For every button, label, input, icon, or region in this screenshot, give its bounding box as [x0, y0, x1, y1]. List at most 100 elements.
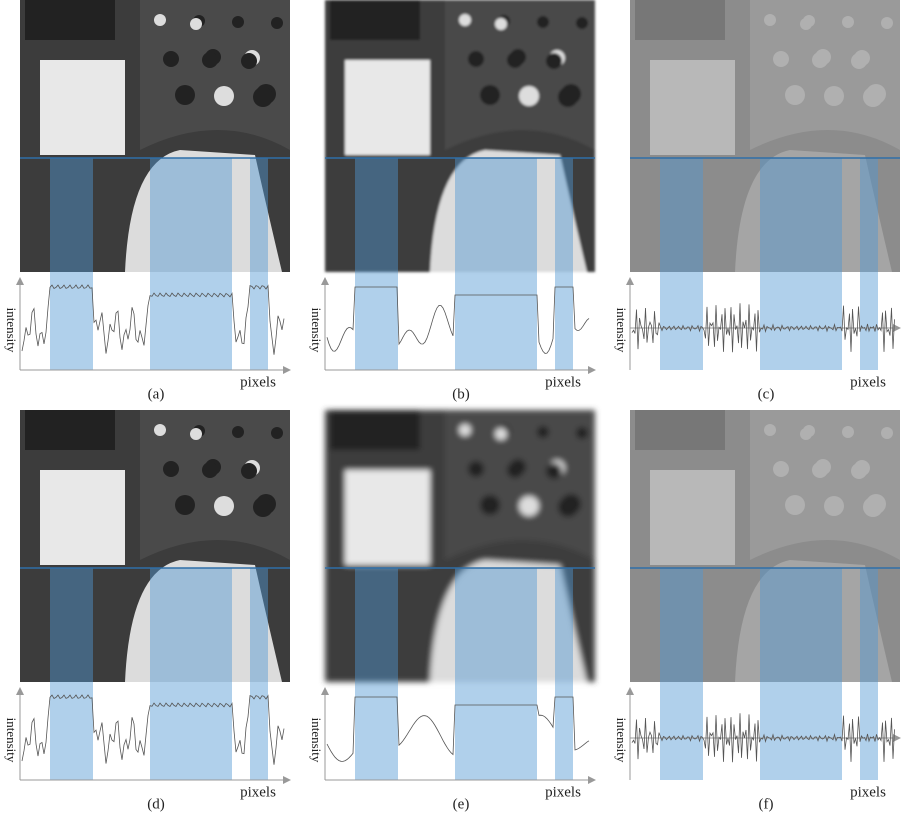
- beach: [430, 560, 587, 682]
- building: [635, 0, 725, 40]
- aerial-image: [630, 0, 900, 272]
- panel-label: (b): [452, 386, 470, 402]
- building: [635, 410, 725, 450]
- panel-label: (a): [148, 386, 165, 402]
- building: [650, 60, 735, 155]
- tree: [537, 426, 549, 438]
- tree: [480, 495, 500, 515]
- tree: [271, 17, 283, 29]
- intensity-profile: [326, 286, 590, 354]
- beach: [735, 150, 892, 272]
- highlight-band: [50, 568, 93, 780]
- building: [330, 0, 420, 40]
- tree: [537, 16, 549, 28]
- building: [650, 470, 735, 565]
- tree: [764, 424, 776, 436]
- tree: [576, 427, 588, 439]
- y-axis-label: intensity: [614, 308, 629, 353]
- intensity-profile: [21, 284, 285, 355]
- tree: [824, 86, 844, 106]
- tree: [202, 52, 218, 68]
- tree: [881, 427, 893, 439]
- tree: [175, 495, 195, 515]
- panel-label: (e): [453, 796, 470, 812]
- grass-area: [445, 410, 595, 560]
- intensity-profile: [631, 713, 895, 763]
- panel: intensity pixels (f): [614, 410, 901, 812]
- x-axis-label: pixels: [240, 374, 276, 390]
- building: [345, 470, 430, 565]
- highlight-band: [250, 568, 268, 780]
- highlight-band: [760, 158, 842, 370]
- building: [330, 410, 420, 450]
- building: [40, 60, 125, 155]
- tree: [851, 463, 867, 479]
- x-axis-label: pixels: [850, 784, 886, 800]
- highlight-band: [150, 568, 232, 780]
- tree: [863, 497, 883, 517]
- tree: [190, 428, 202, 440]
- tree: [232, 426, 244, 438]
- highlight-band: [355, 158, 398, 370]
- tree: [163, 51, 179, 67]
- tree: [546, 53, 562, 69]
- tree: [154, 14, 166, 26]
- highlight-band: [860, 158, 878, 370]
- tree: [214, 86, 234, 106]
- tree: [507, 462, 523, 478]
- beach: [430, 150, 587, 272]
- x-axis-label: pixels: [545, 374, 581, 390]
- tree: [558, 87, 578, 107]
- highlight-band: [455, 158, 537, 370]
- panel: intensity pixels (e): [309, 410, 596, 812]
- highlight-band: [760, 568, 842, 780]
- grass-area: [140, 410, 290, 560]
- x-axis-label: pixels: [240, 784, 276, 800]
- tree: [468, 51, 484, 67]
- panel: intensity pixels (a): [4, 0, 291, 402]
- tree: [202, 462, 218, 478]
- highlight-band: [660, 158, 703, 370]
- tree: [800, 428, 812, 440]
- highlight-band: [250, 158, 268, 370]
- tree: [495, 428, 507, 440]
- highlight-band: [50, 158, 93, 370]
- grass-area: [445, 0, 595, 150]
- tree: [785, 85, 805, 105]
- tree: [812, 462, 828, 478]
- tree: [232, 16, 244, 28]
- tree: [507, 52, 523, 68]
- tree: [190, 18, 202, 30]
- beach: [125, 150, 282, 272]
- tree: [773, 51, 789, 67]
- tree: [495, 18, 507, 30]
- aerial-image: [630, 410, 900, 682]
- aerial-image: [20, 410, 290, 682]
- tree: [576, 17, 588, 29]
- x-axis-label: pixels: [850, 374, 886, 390]
- highlight-band: [555, 568, 573, 780]
- highlight-band: [150, 158, 232, 370]
- highlight-band: [455, 568, 537, 780]
- panel: intensity pixels (b): [309, 0, 596, 402]
- tree: [519, 86, 539, 106]
- highlight-band: [555, 158, 573, 370]
- beach: [125, 560, 282, 682]
- tree: [842, 16, 854, 28]
- tree: [175, 85, 195, 105]
- highlight-band: [355, 568, 398, 780]
- aerial-image: [325, 410, 595, 682]
- building: [25, 410, 115, 450]
- panel-label: (d): [147, 796, 165, 812]
- tree: [881, 17, 893, 29]
- panel-label: (c): [758, 386, 775, 402]
- tree: [773, 461, 789, 477]
- tree: [546, 463, 562, 479]
- building: [40, 470, 125, 565]
- aerial-image: [325, 0, 595, 272]
- tree: [468, 461, 484, 477]
- tree: [154, 424, 166, 436]
- tree: [214, 496, 234, 516]
- y-axis-label: intensity: [309, 308, 324, 353]
- tree: [253, 497, 273, 517]
